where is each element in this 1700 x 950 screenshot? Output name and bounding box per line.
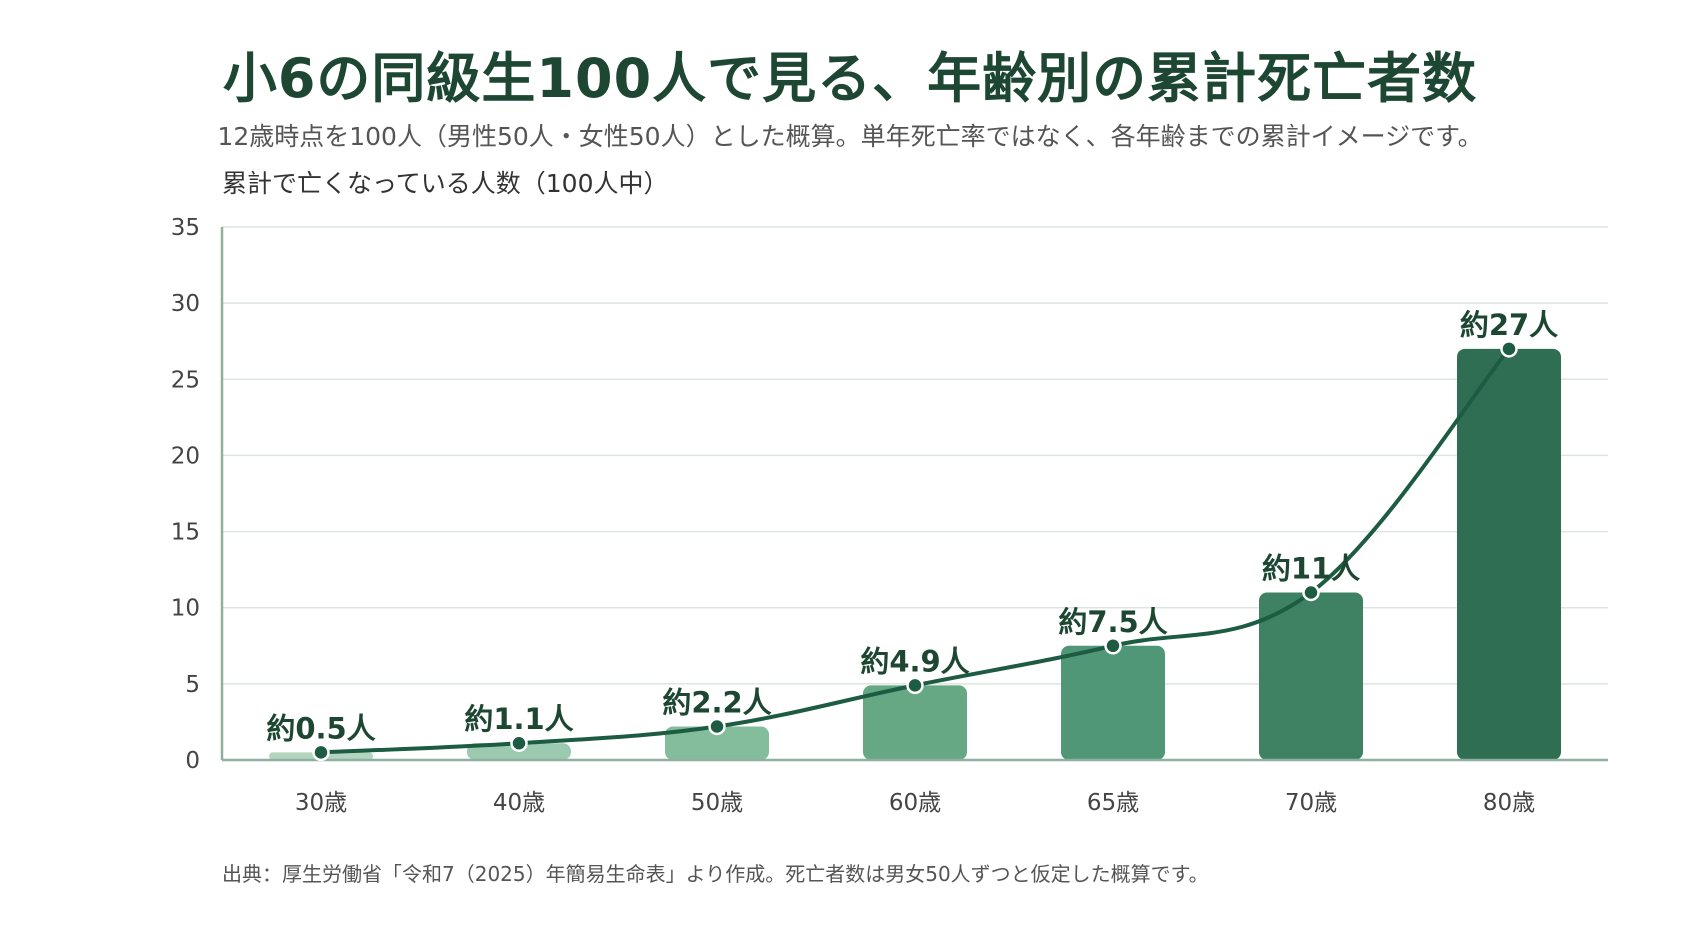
- data-label: 約4.9人: [860, 644, 969, 678]
- y-tick-label: 10: [171, 596, 200, 622]
- y-tick-label: 5: [185, 672, 200, 698]
- bar: [1259, 592, 1363, 760]
- bar: [665, 726, 769, 760]
- page-subtitle: 12歳時点を100人（男性50人・女性50人）とした概算。単年死亡率ではなく、各…: [217, 122, 1483, 151]
- label-layer: 約0.5人 約1.1人 約2.2人 約4.9人 約7.5人 約11人 約27人: [266, 308, 1558, 746]
- data-point: [1302, 583, 1320, 602]
- y-tick-label: 0: [185, 748, 200, 774]
- bar-layer: [269, 348, 1561, 760]
- bar: [1457, 348, 1561, 760]
- y-tick-label: 15: [171, 520, 200, 546]
- data-point: [312, 743, 330, 762]
- y-axis-label: 累計で亡くなっている人数（100人中）: [222, 169, 668, 198]
- data-point: [1500, 340, 1518, 358]
- x-tick-label: 30歳: [295, 790, 347, 816]
- x-tick-label: 60歳: [889, 790, 941, 816]
- bar: [1061, 645, 1165, 760]
- data-point: [906, 676, 924, 695]
- line-layer: [312, 340, 1518, 762]
- data-label: 約2.2人: [662, 685, 771, 719]
- y-tick-label: 35: [171, 215, 200, 241]
- data-point: [510, 734, 528, 752]
- x-tick-label: 40歳: [493, 790, 545, 816]
- y-tick-label: 25: [171, 367, 200, 393]
- y-tick-label: 20: [171, 443, 200, 469]
- x-tick-label: 50歳: [691, 790, 743, 816]
- axis-layer: 0 5 10 15 20 25 30 35 30歳 40歳 50歳 60歳 65歳 70歳 80歳: [171, 215, 1608, 816]
- data-label: 約1.1人: [464, 702, 573, 736]
- data-label: 約0.5人: [266, 711, 375, 745]
- x-tick-label: 65歳: [1087, 790, 1139, 816]
- x-tick-label: 70歳: [1285, 790, 1337, 816]
- data-point: [1104, 637, 1122, 655]
- data-point: [708, 717, 726, 736]
- data-label: 約27人: [1460, 308, 1558, 342]
- grid-layer: [222, 226, 1608, 685]
- data-label: 約7.5人: [1058, 605, 1167, 639]
- y-tick-label: 30: [171, 291, 200, 317]
- x-tick-label: 80歳: [1483, 790, 1535, 816]
- page-title: 小6の同級生100人で見る、年齢別の累計死亡者数: [222, 47, 1478, 110]
- bar: [863, 685, 967, 760]
- source-note: 出典：厚生労働省「令和7（2025）年簡易生命表」より作成。死亡者数は男女50人…: [222, 862, 1209, 886]
- data-label: 約11人: [1262, 551, 1360, 585]
